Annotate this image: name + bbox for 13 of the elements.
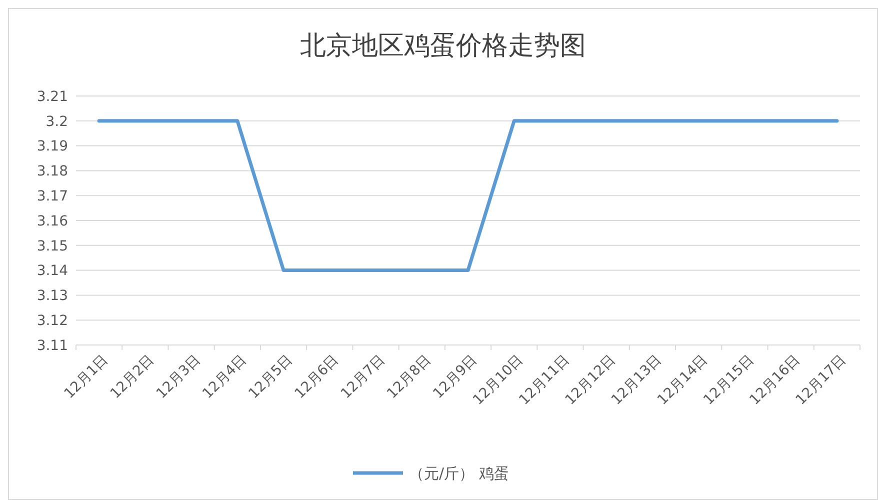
y-tick-label: 3.15 <box>36 238 68 254</box>
y-tick-label: 3.18 <box>36 164 68 180</box>
legend-label: （元/斤） 鸡蛋 <box>409 464 509 482</box>
chart-title: 北京地区鸡蛋价格走势图 <box>300 31 586 61</box>
y-tick-label: 3.19 <box>36 138 68 155</box>
y-tick-label: 3.12 <box>36 313 68 329</box>
y-tick-label: 3.14 <box>36 263 68 280</box>
y-tick-label: 3.2 <box>46 114 68 130</box>
y-tick-label: 3.13 <box>36 288 68 304</box>
y-tick-label: 3.17 <box>36 188 68 204</box>
y-tick-label: 3.16 <box>36 213 68 230</box>
y-tick-label: 3.11 <box>36 338 68 354</box>
y-tick-label: 3.21 <box>36 88 68 105</box>
